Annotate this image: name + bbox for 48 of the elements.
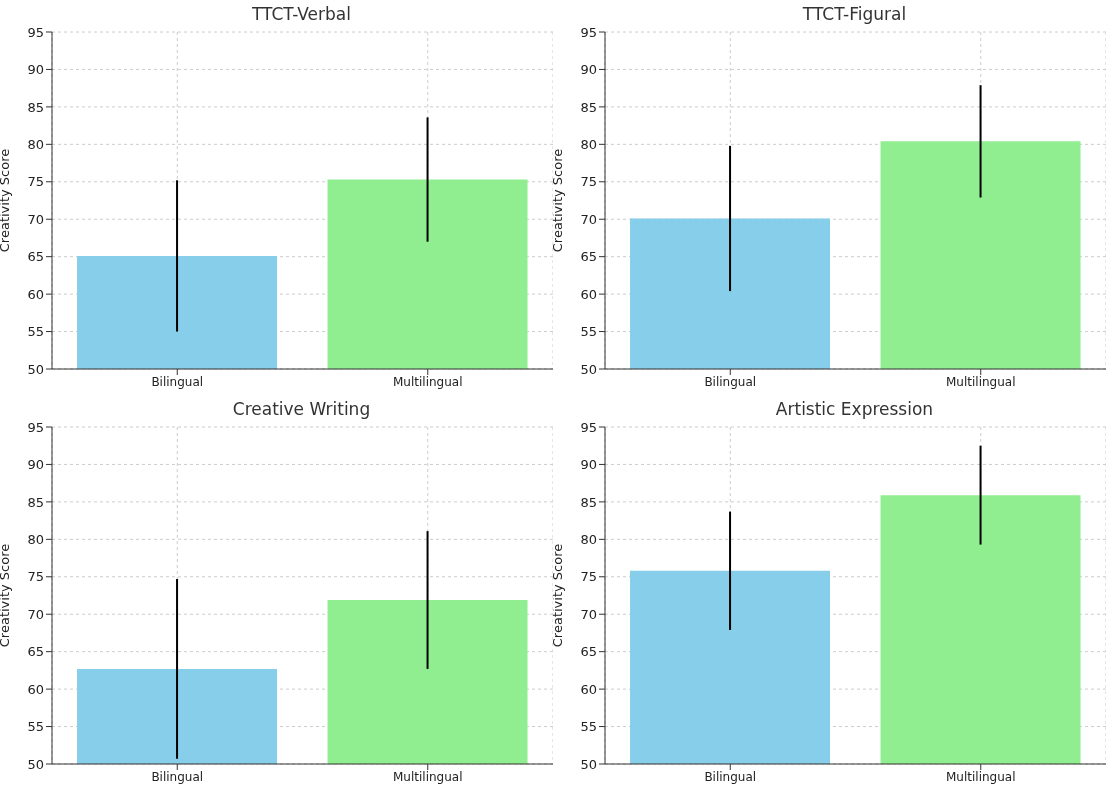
y-tick-label: 90 (580, 62, 597, 78)
y-tick-label: 50 (580, 756, 597, 772)
y-tick-label: 80 (580, 531, 597, 547)
y-tick-label: 75 (580, 174, 597, 190)
y-tick-label: 60 (580, 681, 597, 697)
y-tick-label: 80 (27, 136, 44, 152)
y-tick-label: 85 (580, 494, 597, 510)
x-tick-label: Multilingual (392, 374, 463, 389)
y-tick-label: 60 (27, 681, 44, 697)
y-tick-label: 90 (27, 62, 44, 78)
y-tick-label: 85 (27, 494, 44, 510)
y-tick-label: 65 (27, 644, 44, 660)
y-tick-label: 75 (580, 569, 597, 585)
y-tick-label: 90 (27, 457, 44, 473)
y-tick-label: 80 (27, 531, 44, 547)
chart-title: Creative Writing (231, 399, 372, 419)
chart-title: TTCT-Figural (801, 4, 908, 24)
y-tick-label: 75 (27, 569, 44, 585)
y-tick-label: 50 (580, 361, 597, 377)
y-tick-label: 70 (580, 606, 597, 622)
y-tick-label: 70 (27, 211, 44, 227)
y-tick-label: 60 (580, 286, 597, 302)
y-tick-label: 65 (580, 249, 597, 265)
y-tick-label: 50 (27, 756, 44, 772)
x-tick-label: Bilingual (151, 769, 204, 784)
y-tick-label: 55 (580, 719, 597, 735)
x-tick-label: Bilingual (704, 374, 757, 389)
y-tick-label: 55 (580, 324, 597, 340)
chart-title: TTCT-Verbal (251, 4, 352, 24)
y-tick-label: 70 (580, 211, 597, 227)
x-tick-label: Multilingual (945, 374, 1016, 389)
chart-title: Artistic Expression (774, 399, 935, 419)
y-tick-label: 50 (27, 361, 44, 377)
y-tick-label: 60 (27, 286, 44, 302)
y-tick-label: 85 (580, 99, 597, 115)
y-tick-label: 85 (27, 99, 44, 115)
x-tick-label: Bilingual (704, 769, 757, 784)
y-tick-label: 55 (27, 324, 44, 340)
y-tick-label: 75 (27, 174, 44, 190)
x-tick-label: Bilingual (151, 374, 204, 389)
y-tick-label: 70 (27, 606, 44, 622)
y-tick-label: 65 (580, 644, 597, 660)
y-tick-label: 90 (580, 457, 597, 473)
y-tick-label: 65 (27, 249, 44, 265)
x-tick-label: Multilingual (945, 769, 1016, 784)
y-tick-label: 80 (580, 136, 597, 152)
y-tick-label: 55 (27, 719, 44, 735)
x-tick-label: Multilingual (392, 769, 463, 784)
